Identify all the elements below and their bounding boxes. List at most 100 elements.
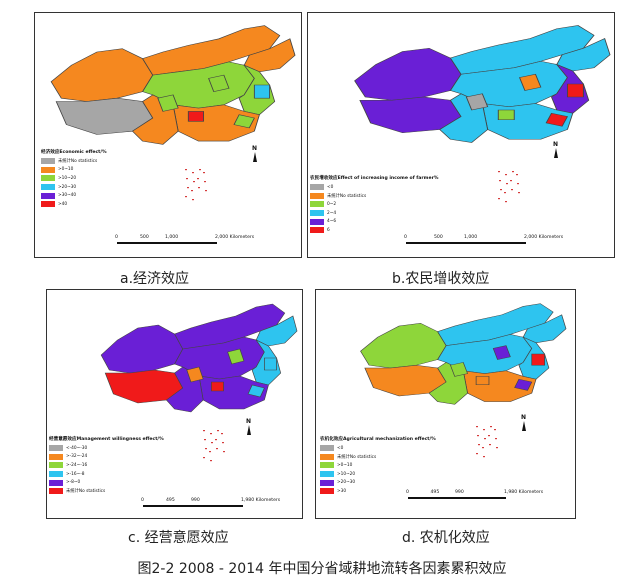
scale-label: 990 bbox=[191, 498, 200, 503]
north-arrow-icon bbox=[522, 421, 526, 431]
legend-label: >-16~-8 bbox=[66, 471, 85, 477]
legend-label: <0 bbox=[327, 184, 334, 190]
island-mark bbox=[476, 453, 478, 455]
legend-label: >30~40 bbox=[58, 193, 77, 199]
legend-label: 未统计No statistics bbox=[337, 454, 377, 460]
legend-item: >20~30 bbox=[41, 183, 107, 192]
legend-swatch bbox=[41, 184, 55, 191]
province-region-patch3 bbox=[475, 376, 490, 386]
island-mark bbox=[483, 456, 485, 458]
legend-title: 经营意愿效应Management willingness effect/% bbox=[49, 437, 164, 442]
province-region-patch3 bbox=[187, 111, 205, 122]
legend-label: >40 bbox=[58, 201, 68, 207]
scale-bar: 0 500 1,000 2,000 Kilometers bbox=[115, 235, 257, 247]
map-legend: 经营意愿效应Management willingness effect/% <-4… bbox=[49, 436, 164, 496]
island-mark bbox=[222, 442, 224, 444]
legend-swatch bbox=[320, 471, 334, 478]
scale-label: 500 bbox=[140, 235, 149, 240]
legend-swatch bbox=[310, 184, 324, 191]
legend-item: <0 bbox=[310, 183, 438, 192]
island-mark bbox=[517, 183, 519, 185]
china-map-b bbox=[354, 25, 611, 203]
island-mark bbox=[223, 451, 225, 453]
legend-item: >-32~-24 bbox=[49, 453, 164, 462]
island-mark bbox=[516, 174, 518, 176]
province-region-west bbox=[360, 322, 447, 369]
province-region-patch4 bbox=[465, 93, 489, 111]
province-region-patch1 bbox=[208, 74, 230, 92]
legend-item: >10~20 bbox=[320, 470, 436, 479]
legend-swatch bbox=[49, 488, 63, 495]
island-mark bbox=[199, 169, 201, 171]
island-mark bbox=[211, 442, 213, 444]
legend-label: 0~2 bbox=[327, 201, 337, 207]
china-map-a bbox=[50, 25, 296, 201]
province-region-patch2 bbox=[566, 83, 584, 98]
legend-item: >30~40 bbox=[41, 191, 107, 200]
island-mark bbox=[494, 429, 496, 431]
province-region-patch3 bbox=[497, 109, 515, 121]
scale-line bbox=[406, 242, 526, 244]
island-mark bbox=[498, 198, 500, 200]
scale-line bbox=[117, 242, 217, 244]
legend-item: 6 bbox=[310, 226, 438, 235]
scale-label: 0 bbox=[406, 490, 409, 495]
island-mark bbox=[203, 172, 205, 174]
island-mark bbox=[506, 183, 508, 185]
island-mark bbox=[192, 199, 194, 201]
island-mark bbox=[185, 196, 187, 198]
legend-item: 未统计No statistics bbox=[310, 192, 438, 201]
island-mark bbox=[191, 190, 193, 192]
island-mark bbox=[496, 447, 498, 449]
island-mark bbox=[488, 435, 490, 437]
panel-caption-c: c. 经营意愿效应 bbox=[128, 530, 229, 546]
island-mark bbox=[505, 201, 507, 203]
scale-line bbox=[408, 497, 506, 499]
island-mark bbox=[510, 180, 512, 182]
island-mark bbox=[205, 190, 207, 192]
island-mark bbox=[203, 457, 205, 459]
legend-item: 4~6 bbox=[310, 217, 438, 226]
province-region-patch5 bbox=[514, 378, 533, 391]
legend-item: 未统计No statistics bbox=[41, 157, 107, 166]
scale-label: 1,000 bbox=[165, 235, 179, 240]
island-mark bbox=[215, 439, 217, 441]
scale-label: 1,000 bbox=[464, 235, 478, 240]
legend-swatch bbox=[49, 471, 63, 478]
legend-item: <-40~-30 bbox=[49, 444, 164, 453]
island-mark bbox=[209, 451, 211, 453]
legend-item: >40 bbox=[41, 200, 107, 209]
map-panel-c: 经营意愿效应Management willingness effect/% <-4… bbox=[46, 289, 303, 519]
island-mark bbox=[187, 187, 189, 189]
legend-swatch bbox=[320, 453, 334, 460]
legend-item: 2~4 bbox=[310, 209, 438, 218]
island-mark bbox=[205, 448, 207, 450]
legend-swatch bbox=[310, 192, 324, 199]
scale-bar: 0 500 1,000 2,000 Kilometers bbox=[404, 235, 566, 247]
scale-label: 495 bbox=[430, 490, 440, 495]
legend-label: >0~10 bbox=[337, 462, 353, 468]
province-region-patch1 bbox=[227, 348, 245, 365]
province-region-patch5 bbox=[247, 384, 265, 398]
legend-label: <0 bbox=[337, 445, 344, 451]
legend-swatch bbox=[310, 218, 324, 225]
scale-label: 1,980 Kilometers bbox=[241, 498, 281, 503]
island-mark bbox=[477, 435, 479, 437]
island-mark bbox=[216, 448, 218, 450]
legend-label: >20~30 bbox=[337, 480, 356, 486]
legend-swatch bbox=[320, 462, 334, 469]
island-mark bbox=[203, 430, 205, 432]
island-mark bbox=[484, 438, 486, 440]
legend-label: >-8~0 bbox=[66, 480, 81, 486]
legend-item: >-24~-16 bbox=[49, 461, 164, 470]
legend-title: 经济效应Economic effect/% bbox=[41, 150, 107, 155]
north-label: N bbox=[246, 418, 252, 425]
legend-swatch bbox=[49, 445, 63, 452]
north-arrow-icon bbox=[247, 425, 251, 435]
map-legend: 经济效应Economic effect/% 未统计No statistics >0~… bbox=[41, 149, 107, 209]
island-mark bbox=[518, 192, 520, 194]
scale-label: 0 bbox=[115, 235, 118, 240]
island-mark bbox=[499, 180, 501, 182]
map-legend: 农机化效应Agricultural mechanization effect/%… bbox=[320, 436, 436, 496]
legend-label: >-24~-16 bbox=[66, 462, 88, 468]
